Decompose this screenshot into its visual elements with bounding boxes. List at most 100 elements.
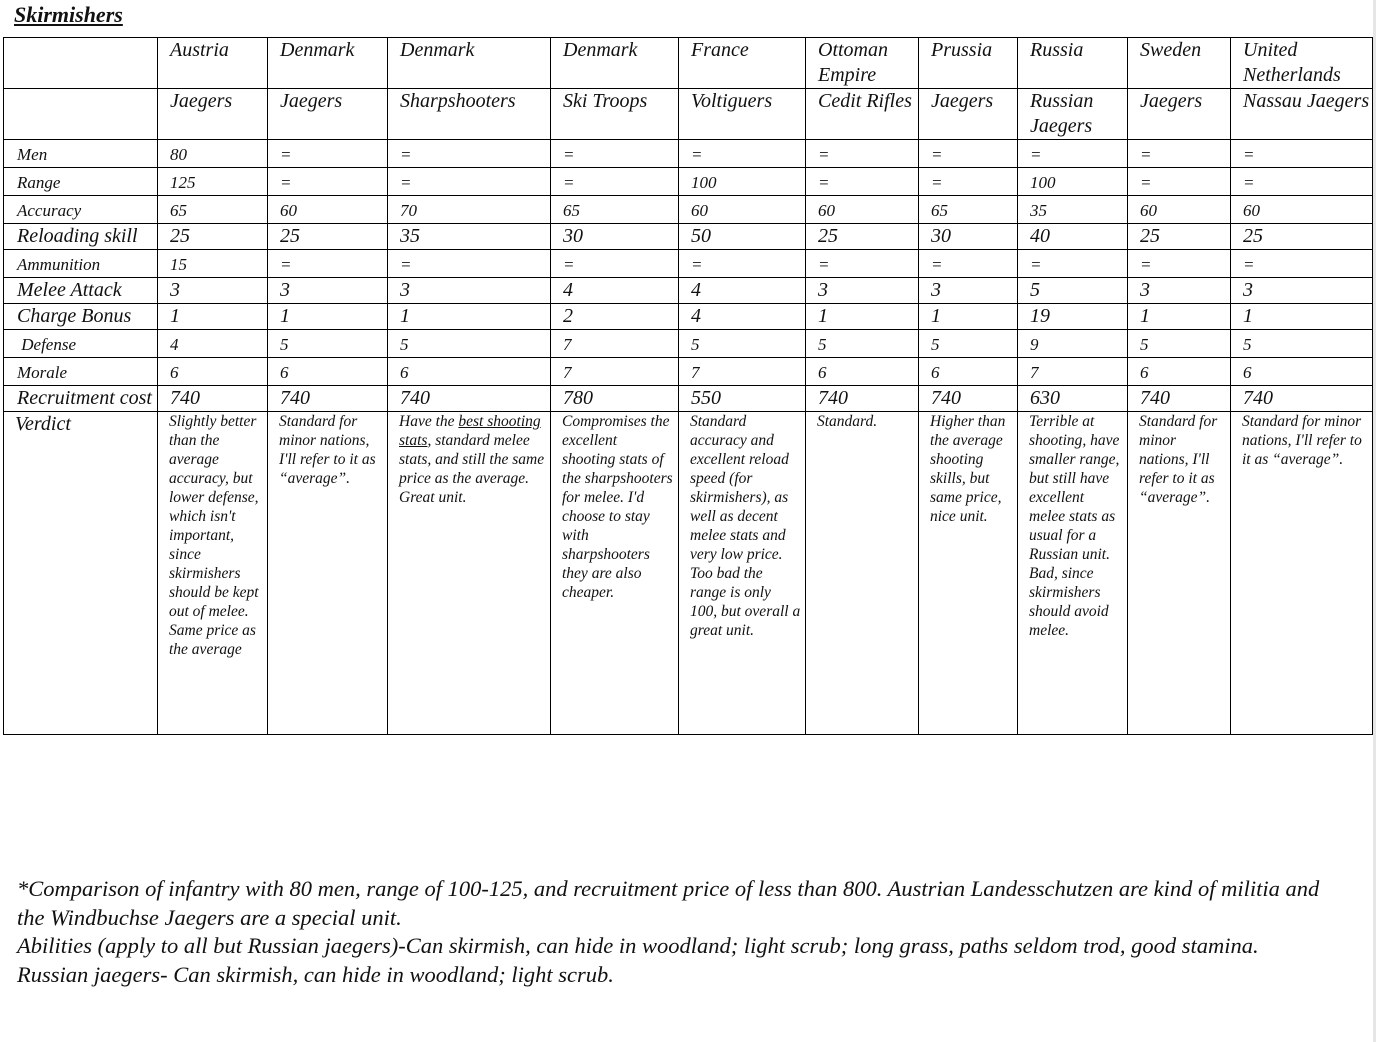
stat-cell: = <box>387 139 551 168</box>
row-label: Morale <box>3 357 158 386</box>
stat-cell: = <box>387 167 551 196</box>
stat-cell: 5 <box>918 329 1018 358</box>
stat-cell: 5 <box>1230 329 1373 358</box>
stat-cell: 780 <box>550 385 679 412</box>
row-label: Ammunition <box>3 249 158 278</box>
stat-row: Range 125 = = = 100 = = 100 = = <box>3 167 1373 196</box>
stat-cell: 6 <box>157 357 268 386</box>
stat-cell: 4 <box>678 303 806 330</box>
verdict-text: best shooting stats <box>399 413 541 449</box>
stat-cell: 65 <box>918 195 1018 224</box>
verdict-cell: Standard for minor nations, I'll refer t… <box>1127 411 1231 735</box>
stat-cell: 740 <box>918 385 1018 412</box>
stat-cell: = <box>918 139 1018 168</box>
stat-cell: 4 <box>550 277 679 304</box>
nation-header: France <box>678 37 806 89</box>
verdict-cell: Standard. <box>805 411 919 735</box>
verdict-cell: Standard for minor nations, I'll refer t… <box>1230 411 1373 735</box>
verdict-text: Have the <box>399 413 459 430</box>
stat-row: Recruitment cost 740 740 740 780 550 740 740 630… <box>3 385 1373 412</box>
stat-cell: 1 <box>157 303 268 330</box>
stat-row: Verdict Slightly better than the average … <box>3 411 1373 735</box>
header-row: Jaegers Jaegers Sharpshooters Ski Troops Vol… <box>3 88 1373 140</box>
nation-header: Ottoman Empire <box>805 37 919 89</box>
stat-cell: 3 <box>157 277 268 304</box>
stat-cell: 740 <box>1230 385 1373 412</box>
stat-row: Morale 6 6 6 7 7 6 6 7 6 6 <box>3 357 1373 386</box>
stat-cell: 6 <box>1127 357 1231 386</box>
stat-cell: = <box>918 249 1018 278</box>
row-label: Charge Bonus <box>3 303 158 330</box>
row-label: Men <box>3 139 158 168</box>
stat-cell: = <box>678 249 806 278</box>
row-label: Verdict <box>3 411 158 735</box>
verdict-cell: Standard accuracy and excellent reload s… <box>678 411 806 735</box>
stat-cell: 25 <box>157 223 268 250</box>
unit-header: Russian Jaegers <box>1017 88 1128 140</box>
stat-cell: 65 <box>550 195 679 224</box>
stat-cell: 3 <box>267 277 388 304</box>
stat-cell: 5 <box>805 329 919 358</box>
verdict-cell: Have the best shooting stats, standard m… <box>387 411 551 735</box>
stat-cell: = <box>1017 139 1128 168</box>
stat-cell: = <box>1230 139 1373 168</box>
nation-header: Russia <box>1017 37 1128 89</box>
verdict-cell: Slightly better than the average accurac… <box>157 411 268 735</box>
stat-cell: 740 <box>1127 385 1231 412</box>
title: Skirmishers <box>14 2 123 27</box>
stat-cell: 35 <box>387 223 551 250</box>
unit-header: Voltiguers <box>678 88 806 140</box>
unit-header: Sharpshooters <box>387 88 551 140</box>
stat-cell: 60 <box>678 195 806 224</box>
stat-cell: 9 <box>1017 329 1128 358</box>
footnote: Abilities (apply to all but Russian jaeg… <box>17 933 1259 958</box>
unit-header: Nassau Jaegers <box>1230 88 1373 140</box>
stat-cell: 3 <box>387 277 551 304</box>
stat-cell: 30 <box>918 223 1018 250</box>
stat-cell: = <box>1127 139 1231 168</box>
stat-cell: 125 <box>157 167 268 196</box>
nation-header: Austria <box>157 37 268 89</box>
nation-header: Sweden <box>1127 37 1231 89</box>
stat-cell: 3 <box>1127 277 1231 304</box>
stat-row: Ammunition 15 = = = = = = = = = <box>3 249 1373 278</box>
stat-cell: 740 <box>805 385 919 412</box>
stat-cell: 60 <box>267 195 388 224</box>
stat-cell: 30 <box>550 223 679 250</box>
stat-cell: 19 <box>1017 303 1128 330</box>
stat-row: Men 80 = = = = = = = = = <box>3 139 1373 168</box>
stat-cell: = <box>267 167 388 196</box>
stat-cell: 3 <box>805 277 919 304</box>
row-label: Recruitment cost <box>3 385 158 412</box>
row-label: Accuracy <box>3 195 158 224</box>
stat-cell: = <box>1017 249 1128 278</box>
stat-cell: 4 <box>678 277 806 304</box>
stat-row: Charge Bonus 1 1 1 2 4 1 1 19 1 1 <box>3 303 1373 330</box>
unit-header: Jaegers <box>157 88 268 140</box>
stat-cell: = <box>678 139 806 168</box>
stat-cell: 6 <box>805 357 919 386</box>
stat-cell: = <box>805 167 919 196</box>
stat-row: Defense 4 5 5 7 5 5 5 9 5 5 <box>3 329 1373 358</box>
unit-header: Jaegers <box>267 88 388 140</box>
stat-cell: = <box>387 249 551 278</box>
footnote: *Comparison of infantry with 80 men, ran… <box>17 876 1320 930</box>
stat-cell: 740 <box>157 385 268 412</box>
stat-cell: 6 <box>918 357 1018 386</box>
nation-header: Denmark <box>267 37 388 89</box>
stat-cell: 25 <box>805 223 919 250</box>
nation-header: United Netherlands <box>1230 37 1373 89</box>
stat-cell: 80 <box>157 139 268 168</box>
stat-cell: 2 <box>550 303 679 330</box>
stat-cell: = <box>805 139 919 168</box>
stat-cell: 7 <box>550 329 679 358</box>
stat-cell: 5 <box>1127 329 1231 358</box>
row-label: Reloading skill <box>3 223 158 250</box>
stat-cell: = <box>1230 167 1373 196</box>
stat-cell: 5 <box>267 329 388 358</box>
stat-row: Accuracy 65 60 70 65 60 60 65 35 60 60 <box>3 195 1373 224</box>
stat-cell: 1 <box>387 303 551 330</box>
nation-header: Prussia <box>918 37 1018 89</box>
stat-cell: 740 <box>387 385 551 412</box>
